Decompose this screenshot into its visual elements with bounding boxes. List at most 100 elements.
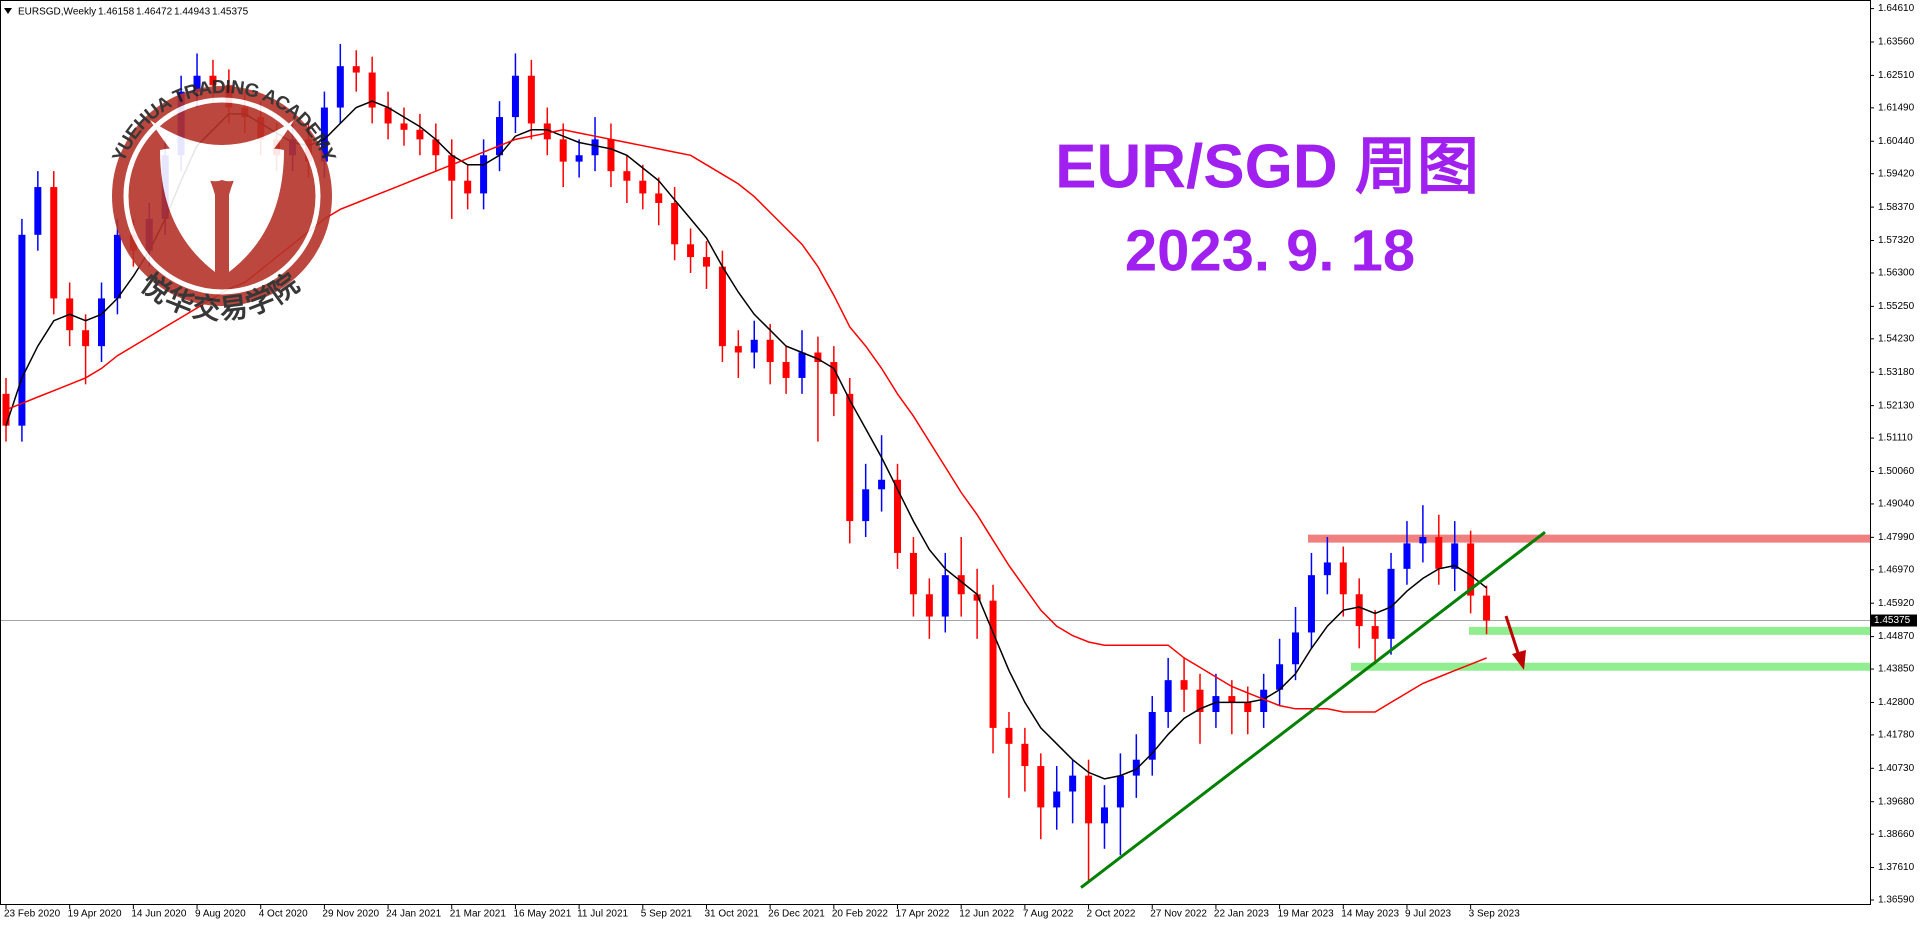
candle-body — [1323, 562, 1331, 576]
y-tick-label: 1.43850 — [1878, 664, 1915, 675]
price-tag-label: 1.45375 — [1874, 615, 1911, 626]
candle-body — [639, 180, 647, 194]
y-tick-label: 1.40730 — [1878, 763, 1915, 774]
y-tick-label: 1.51110 — [1878, 433, 1913, 444]
y-tick-label: 1.64610 — [1878, 3, 1915, 14]
y-tick-label: 1.63560 — [1878, 37, 1915, 48]
candle-body — [1053, 791, 1061, 808]
candle-body — [1164, 680, 1172, 712]
candle-body — [782, 362, 790, 378]
header-high: 1.46472 — [136, 7, 173, 18]
header-symbol: EURSGD,Weekly — [18, 7, 96, 18]
candle-body — [1021, 743, 1029, 767]
y-tick-label: 1.58370 — [1878, 202, 1915, 213]
y-tick-label: 1.47990 — [1878, 532, 1915, 543]
x-tick-label: 7 Aug 2022 — [1023, 909, 1074, 920]
candle-body — [607, 139, 615, 172]
candle-body — [1100, 807, 1108, 824]
x-tick-label: 19 Apr 2020 — [68, 909, 122, 920]
plot-border — [0, 0, 1871, 905]
x-tick-label: 31 Oct 2021 — [704, 909, 759, 920]
y-tick-label: 1.56300 — [1878, 268, 1915, 279]
x-tick-label: 2 Oct 2022 — [1087, 909, 1136, 920]
candle-body — [798, 352, 806, 378]
menu-icon[interactable] — [4, 8, 12, 14]
candle-body — [400, 123, 408, 130]
candle-body — [957, 575, 965, 595]
candle-body — [575, 155, 583, 162]
y-tick-label: 1.50060 — [1878, 466, 1915, 477]
logo-mark — [150, 120, 294, 182]
candle-body — [623, 171, 631, 181]
y-tick-label: 1.52130 — [1878, 400, 1915, 411]
candle-body — [464, 180, 472, 194]
y-tick-label: 1.38660 — [1878, 829, 1915, 840]
y-tick-label: 1.62510 — [1878, 70, 1915, 81]
y-tick-label: 1.39680 — [1878, 796, 1915, 807]
x-tick-label: 22 Jan 2023 — [1214, 909, 1269, 920]
x-tick-label: 26 Dec 2021 — [768, 909, 825, 920]
x-tick-label: 20 Feb 2022 — [832, 909, 889, 920]
x-tick-label: 21 Mar 2021 — [450, 909, 507, 920]
y-tick-label: 1.53180 — [1878, 367, 1915, 378]
x-tick-label: 19 Mar 2023 — [1278, 909, 1335, 920]
logo-ring — [123, 97, 321, 295]
y-tick-label: 1.57320 — [1878, 235, 1915, 246]
x-tick-label: 3 Sep 2023 — [1469, 909, 1521, 920]
candle-body — [1467, 543, 1475, 596]
candle-body — [368, 72, 376, 108]
candle-body — [496, 117, 504, 156]
candle-body — [543, 123, 551, 140]
header-open: 1.46158 — [98, 7, 135, 18]
candle-body — [973, 594, 981, 601]
x-tick-label: 12 Jun 2022 — [959, 909, 1014, 920]
y-tick-label: 1.54230 — [1878, 333, 1915, 344]
candle-body — [416, 129, 424, 140]
candle-body — [18, 234, 26, 426]
candle-body — [1339, 562, 1347, 595]
x-tick-label: 23 Feb 2020 — [4, 909, 61, 920]
y-tick-label: 1.49040 — [1878, 499, 1915, 510]
candle-body — [1435, 537, 1443, 569]
candle-body — [1228, 696, 1236, 703]
candle-body — [1371, 626, 1379, 639]
candle-body — [384, 107, 392, 124]
logo-mark — [160, 148, 284, 272]
candle-body — [1116, 775, 1124, 808]
y-tick-label: 1.36590 — [1878, 895, 1915, 906]
candle-body — [320, 107, 328, 162]
candle-body — [527, 75, 535, 124]
candle-body — [1387, 568, 1395, 639]
candle-body — [1196, 689, 1204, 712]
candle-body — [336, 66, 344, 108]
candle-body — [941, 575, 949, 617]
candle-body — [1307, 575, 1315, 633]
candle-body — [480, 155, 488, 194]
candle-body — [909, 552, 917, 595]
candle-body — [687, 244, 695, 258]
y-tick-label: 1.61490 — [1878, 102, 1915, 113]
x-tick-label: 29 Nov 2020 — [322, 909, 379, 920]
y-tick-label: 1.60440 — [1878, 136, 1915, 147]
x-tick-label: 17 Apr 2022 — [896, 909, 950, 920]
candle-body — [925, 594, 933, 617]
candle-body — [209, 75, 217, 86]
candle-body — [734, 346, 742, 353]
y-tick-label: 1.45920 — [1878, 598, 1915, 609]
candle-body — [766, 339, 774, 363]
x-tick-label: 16 May 2021 — [513, 909, 571, 920]
y-tick-label: 1.46970 — [1878, 564, 1915, 575]
candle-body — [862, 489, 870, 522]
candle-body — [1355, 594, 1363, 627]
x-tick-label: 27 Nov 2022 — [1150, 909, 1207, 920]
candle-body — [830, 362, 838, 394]
candle-body — [814, 352, 822, 363]
candle-body — [702, 257, 710, 267]
candle-body — [34, 187, 42, 235]
candle-body — [1403, 543, 1411, 569]
candle-body — [432, 139, 440, 156]
x-tick-label: 14 Jun 2020 — [131, 909, 186, 920]
x-tick-label: 14 May 2023 — [1341, 909, 1399, 920]
candle-body — [1483, 595, 1491, 621]
y-tick-label: 1.44870 — [1878, 631, 1915, 642]
